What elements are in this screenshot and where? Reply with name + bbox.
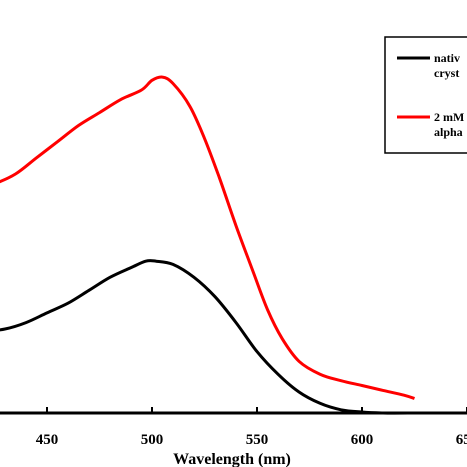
legend-label-native-line1: nativ	[434, 51, 460, 65]
series-line-native	[0, 259, 415, 415]
x-tick-label: 450	[36, 432, 59, 448]
legend: nativ cryst 2 mM alpha	[384, 36, 467, 154]
legend-label-2mm-line1: 2 mM	[434, 110, 464, 124]
legend-label-2mm-line2: alpha	[434, 125, 463, 139]
series-line-2mm	[0, 75, 415, 400]
legend-label-native-line2: cryst	[434, 66, 459, 80]
x-ticks: 450 500 550 600 650	[36, 407, 467, 448]
x-axis-title: Wavelength (nm)	[173, 451, 291, 467]
x-tick-label: 600	[351, 432, 374, 448]
x-tick-label: 650	[456, 432, 467, 448]
series-group	[0, 75, 415, 415]
x-tick-label: 550	[246, 432, 269, 448]
legend-box	[384, 36, 467, 154]
x-tick-label: 500	[141, 432, 164, 448]
